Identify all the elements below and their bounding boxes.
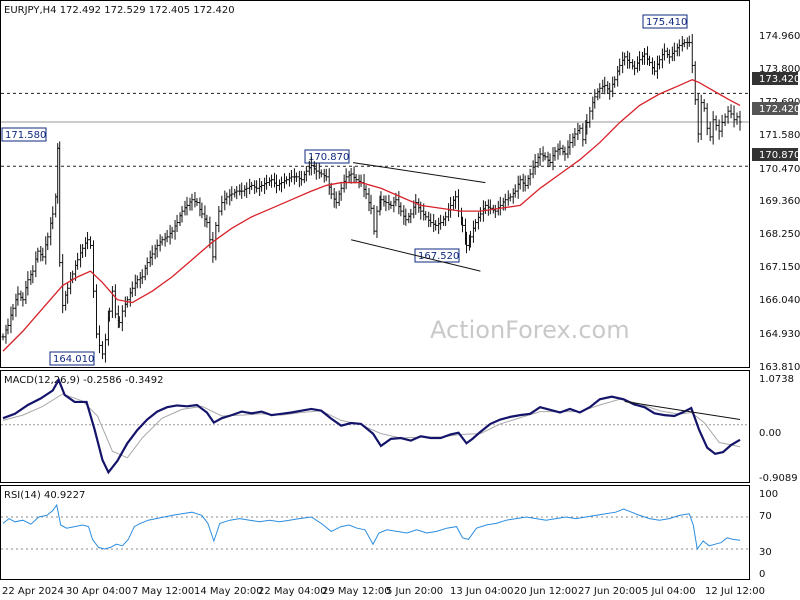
price-series-layer — [1, 34, 749, 363]
svg-text:164.010: 164.010 — [53, 354, 94, 365]
annotation-175410: 175.410 — [642, 14, 688, 29]
macd-title: MACD(12,26,9) -0.2586 -0.3492 — [4, 375, 164, 386]
price-y-tick: 166.040 — [759, 295, 800, 306]
annotation-167520: 167.520 — [414, 248, 460, 263]
rsi-panel-frame — [0, 485, 750, 580]
annotation-164010: 164.010 — [49, 351, 95, 366]
x-tick-label: 7 May 12:00 — [132, 586, 194, 597]
watermark: ActionForex.com — [430, 316, 630, 344]
x-tick-label: 22 Apr 2024 — [2, 586, 64, 597]
price-chart-title: EURJPY,H4 172.492 172.529 172.405 172.42… — [4, 5, 235, 16]
moving-average-line — [2, 79, 741, 352]
channel-lower-line — [350, 239, 481, 272]
macd-line — [2, 377, 741, 475]
svg-text:171.580: 171.580 — [5, 130, 46, 141]
rsi-y-tick: 100 — [759, 489, 778, 500]
svg-text:170.870: 170.870 — [308, 152, 349, 163]
svg-text:167.520: 167.520 — [418, 251, 459, 262]
x-tick-label: 30 Apr 04:00 — [66, 586, 131, 597]
level-tag-173420: 173.420 — [752, 72, 800, 85]
x-tick-label: 22 May 04:00 — [258, 586, 327, 597]
rsi-y-tick: 30 — [759, 547, 772, 558]
level-tag-172420: 172.420 — [752, 102, 800, 115]
price-panel-frame — [0, 0, 750, 368]
x-tick-label: 13 Jun 04:00 — [450, 586, 514, 597]
svg-text:170.870: 170.870 — [759, 150, 800, 161]
x-tick-label: 5 Jun 20:00 — [386, 586, 443, 597]
macd-y-tick: -0.9089 — [759, 473, 798, 484]
channel-upper-line — [353, 162, 486, 184]
svg-text:172.420: 172.420 — [759, 104, 800, 115]
price-y-tick: 167.150 — [759, 262, 800, 273]
annotation-171580: 171.580 — [1, 127, 47, 142]
price-y-tick: 168.250 — [759, 229, 800, 240]
level-tag-170870: 170.870 — [752, 148, 800, 161]
svg-text:175.410: 175.410 — [646, 17, 687, 28]
annotation-170870: 170.870 — [304, 149, 350, 164]
price-y-tick: 171.580 — [759, 130, 800, 141]
rsi-line — [2, 503, 741, 551]
macd-panel-frame — [0, 370, 750, 483]
rsi-y-tick: 70 — [759, 511, 772, 522]
macd-y-tick: 0.00 — [759, 428, 781, 439]
svg-text:173.420: 173.420 — [759, 74, 800, 85]
x-tick-label: 20 Jun 12:00 — [514, 586, 578, 597]
x-tick-label: 29 May 12:00 — [322, 586, 391, 597]
price-y-tick: 170.470 — [759, 164, 800, 175]
price-y-tick: 173.800 — [759, 64, 800, 75]
price-y-tick: 174.960 — [759, 31, 800, 42]
x-tick-label: 27 Jun 20:00 — [578, 586, 642, 597]
macd-y-tick: 1.0738 — [759, 374, 794, 385]
macd-series-layer — [1, 377, 749, 475]
x-axis: 22 Apr 2024 30 Apr 04:00 7 May 12:00 14 … — [2, 586, 765, 597]
macd-divergence-line — [624, 400, 741, 421]
price-y-tick: 169.360 — [759, 196, 800, 207]
rsi-title: RSI(14) 40.9227 — [4, 490, 85, 501]
rsi-y-tick: 0 — [759, 569, 765, 580]
x-tick-label: 5 Jul 04:00 — [642, 586, 696, 597]
price-y-tick: 164.930 — [759, 329, 800, 340]
price-y-tick: 163.810 — [759, 362, 800, 373]
rsi-series-layer — [1, 503, 749, 551]
x-tick-label: 14 May 20:00 — [194, 586, 263, 597]
x-tick-label: 12 Jul 12:00 — [705, 586, 765, 597]
